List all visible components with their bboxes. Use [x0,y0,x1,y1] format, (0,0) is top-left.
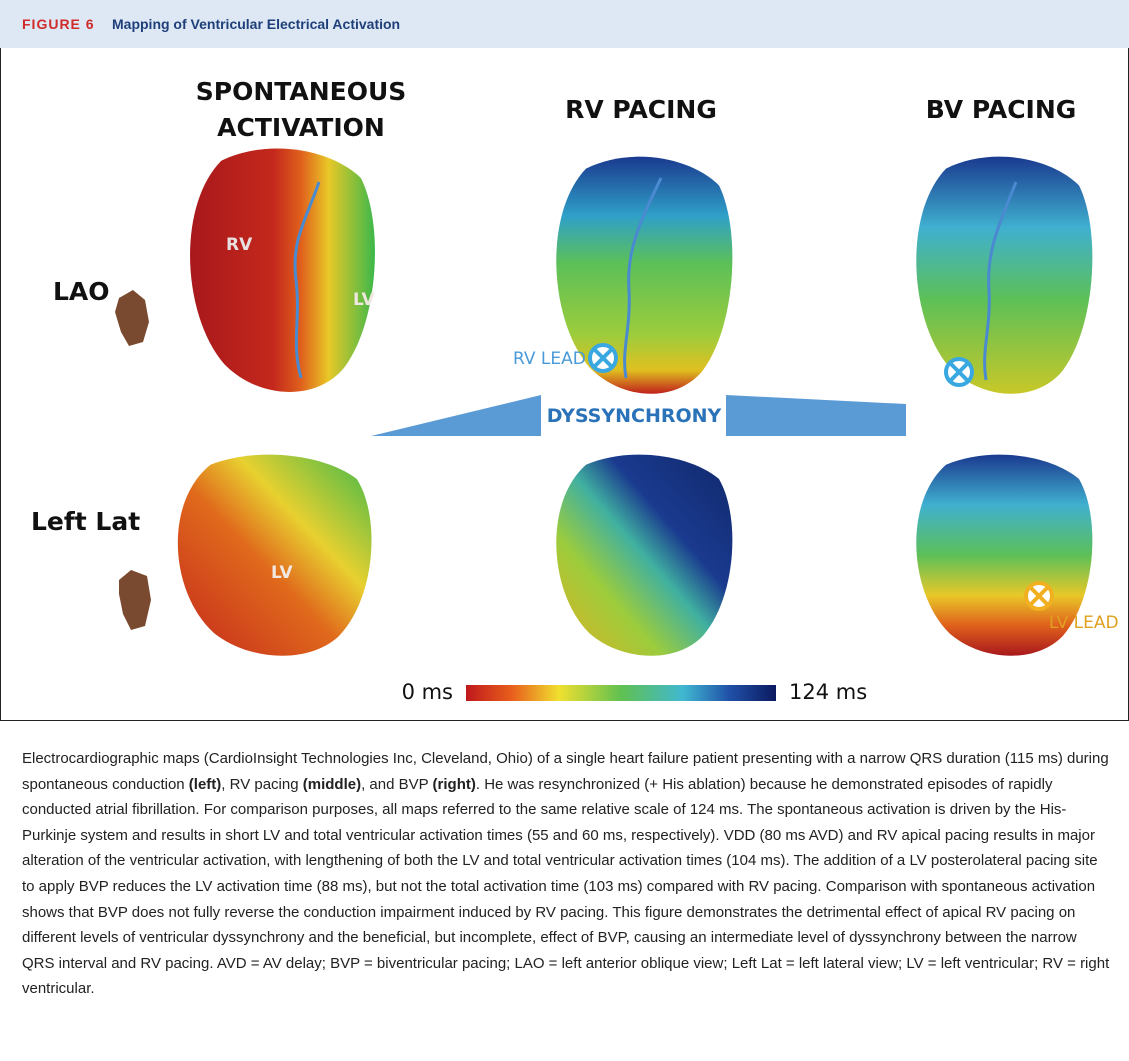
row-label: LAO [53,277,110,306]
column-title: ACTIVATION [217,113,385,142]
figure-header: FIGURE 6 Mapping of Ventricular Electric… [0,0,1129,48]
column-title: RV PACING [565,95,717,124]
row-label: Left Lat [31,507,140,536]
scale-max-label: 124 ms [789,680,867,704]
caption: Electrocardiographic maps (CardioInsight… [22,746,1112,1002]
lv-lead-marker [1026,583,1052,609]
orientation-icon [115,290,149,346]
page: FIGURE 6 Mapping of Ventricular Electric… [0,0,1129,1061]
heart-label: LV [271,563,293,583]
caption-text: . He was resynchronized (+ His ablation)… [22,776,1109,998]
rv-lead-marker [590,345,616,371]
figure-title: Mapping of Ventricular Electrical Activa… [112,16,400,32]
scale-min-label: 0 ms [402,680,453,704]
caption-bold: (middle) [303,776,361,793]
dyssynchrony-wedge [726,395,906,436]
lv-lead-label: LV LEAD [1049,613,1119,633]
figure-label: FIGURE 6 [22,16,95,32]
caption-bold: (right) [433,776,476,793]
heart-label: LV [353,290,375,310]
figure-panel: SPONTANEOUS ACTIVATION RV PACING BV PACI… [0,48,1129,721]
rv-lead-marker [946,359,972,385]
rv-lead-label: RV LEAD [513,349,586,369]
heart-label: RV [226,235,253,255]
caption-bold: (left) [189,776,222,793]
dyssynchrony-label: DYSSYNCHRONY [547,405,722,427]
dyssynchrony-wedge [371,395,541,436]
caption-text: , and BVP [361,776,432,793]
column-title: BV PACING [926,95,1077,124]
column-title: SPONTANEOUS [196,77,407,106]
heart-maps [178,149,1093,656]
color-scale [466,685,776,701]
figure-graphic: SPONTANEOUS ACTIVATION RV PACING BV PACI… [1,48,1128,720]
orientation-icon [119,570,151,630]
caption-text: , RV pacing [221,776,302,793]
